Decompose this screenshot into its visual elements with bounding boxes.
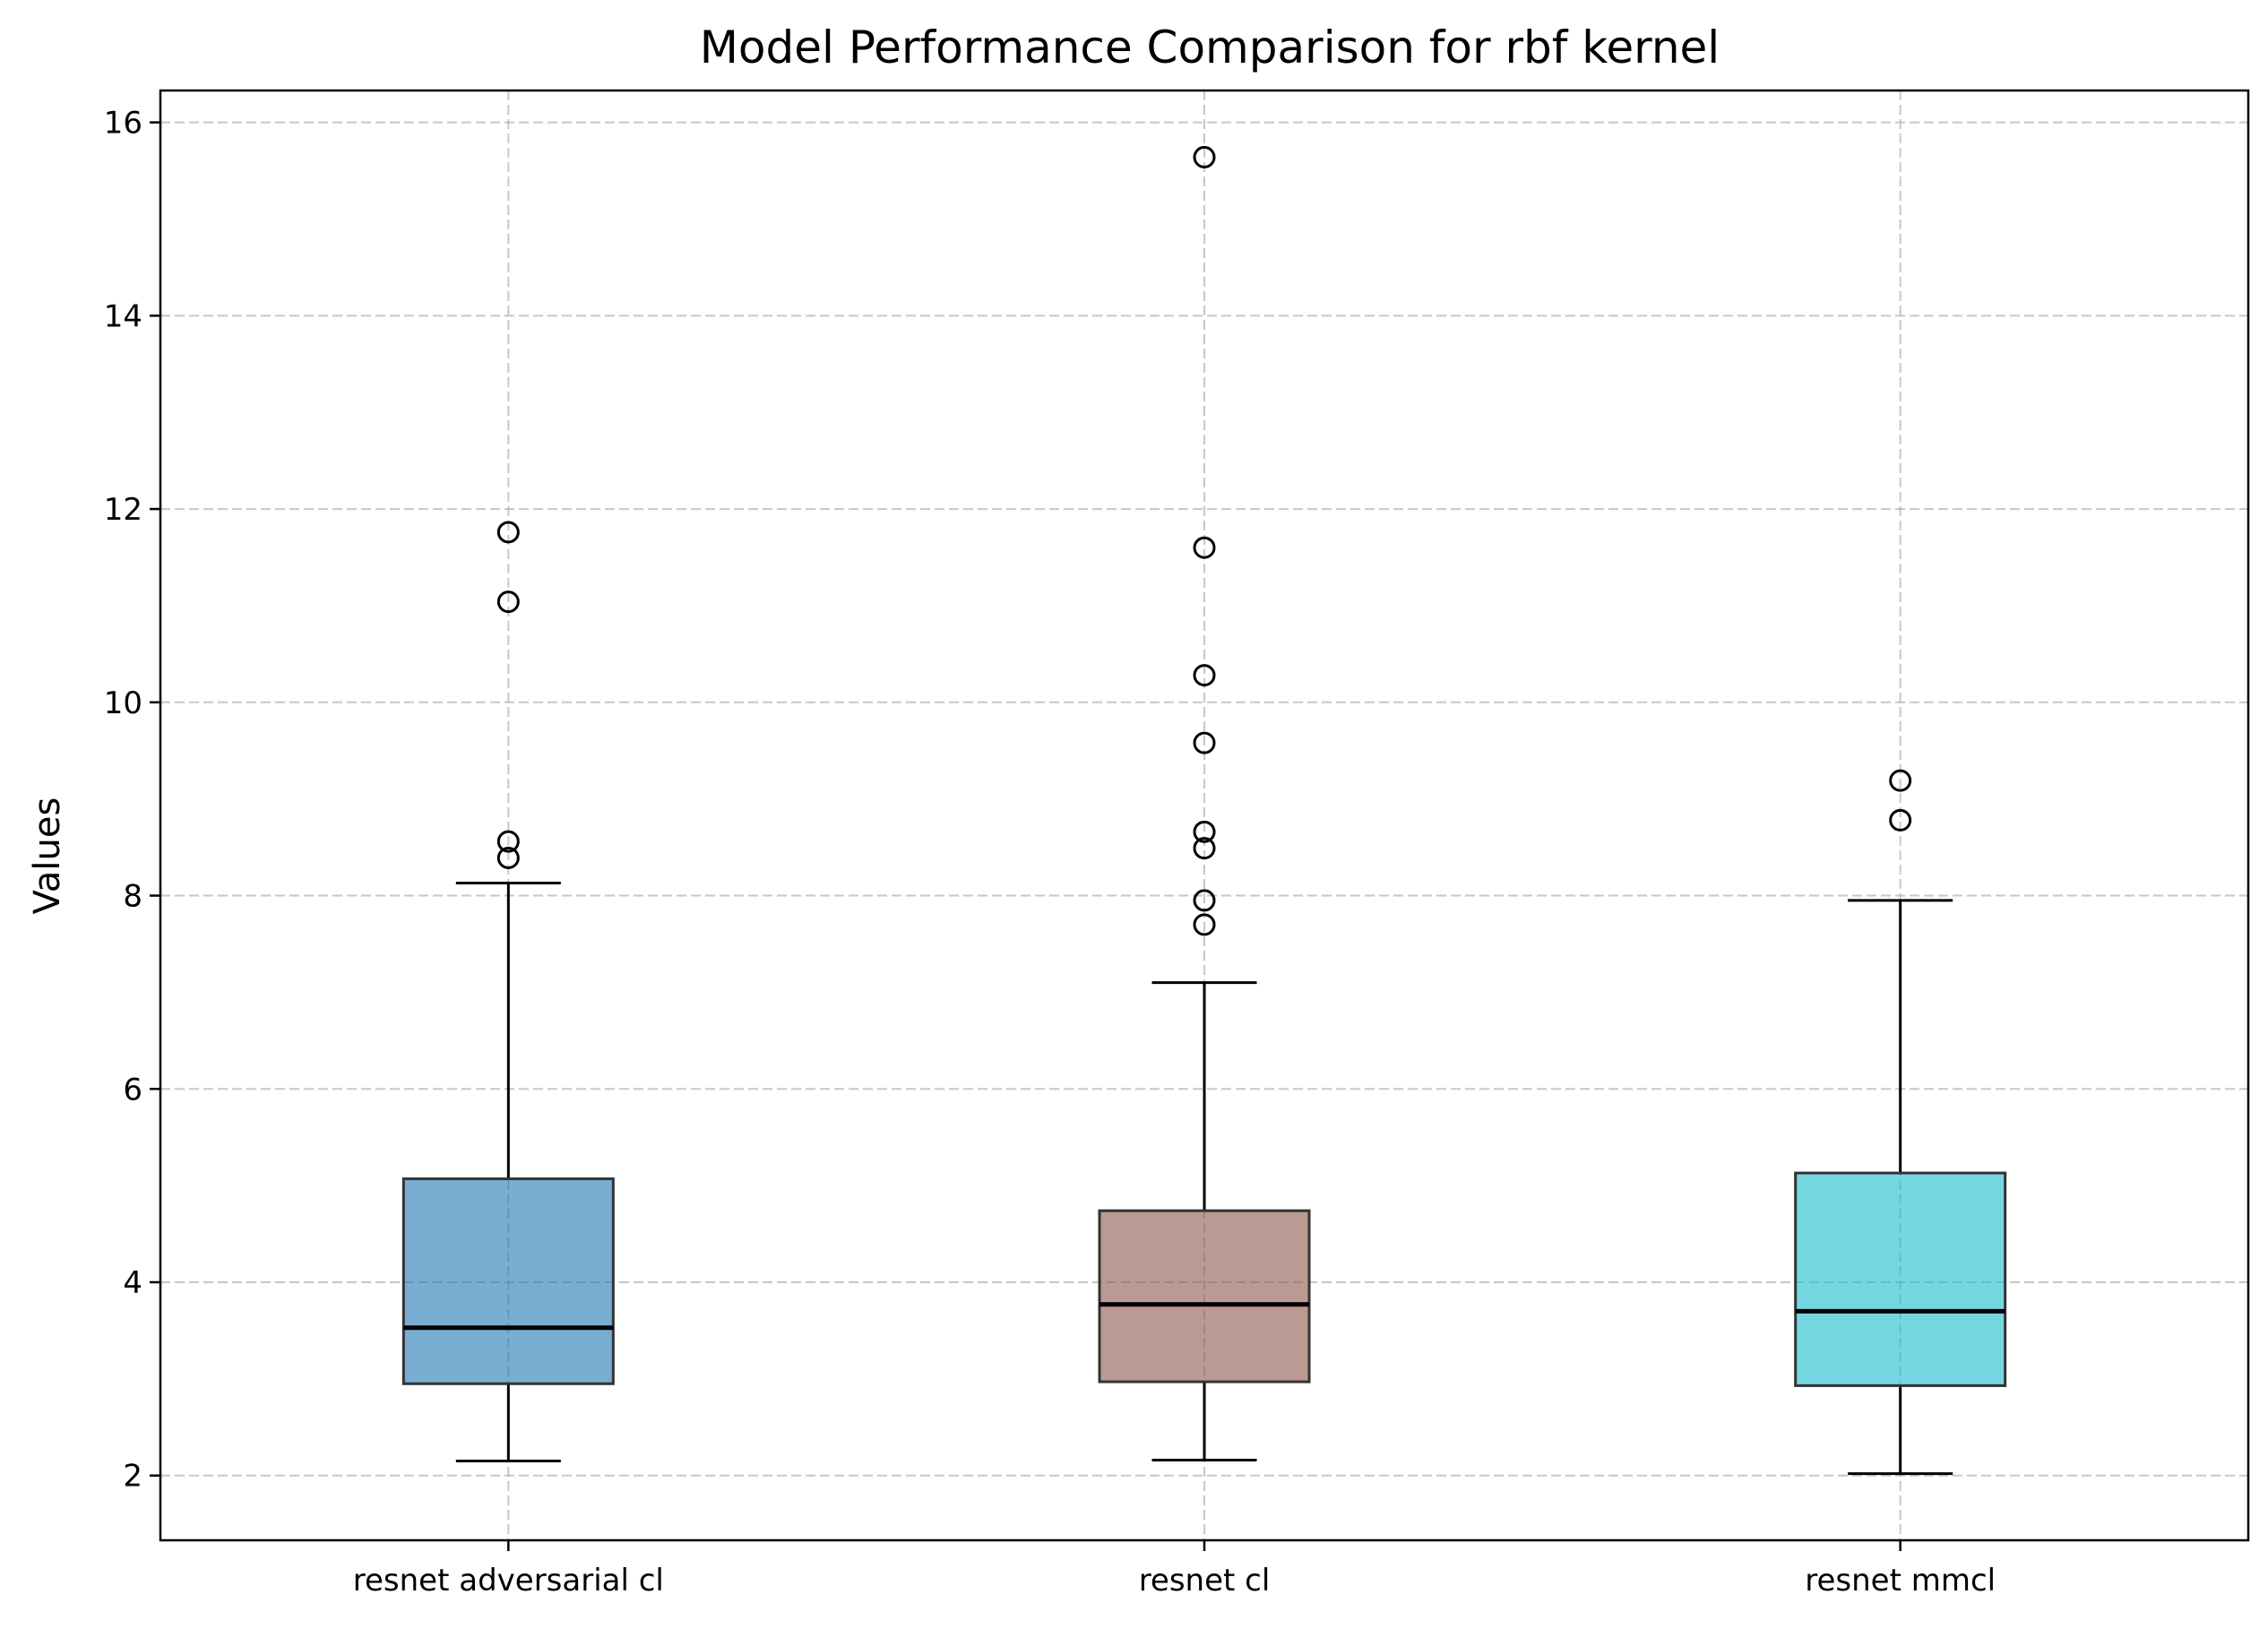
outlier-point xyxy=(496,846,520,869)
outlier-point xyxy=(1193,145,1216,168)
chart-title: Model Performance Comparison for rbf ker… xyxy=(700,22,1720,73)
outlier-point xyxy=(496,830,520,853)
axis-ticks: 2 4 6 8 10 12 14 16 resnet adversarial cl resnet … xyxy=(104,106,1996,1599)
box-group xyxy=(1098,145,1311,1461)
iqr-box xyxy=(401,1177,615,1385)
y-tick-label: 2 xyxy=(123,1459,142,1495)
outlier-point xyxy=(1193,913,1216,936)
box-group xyxy=(401,521,615,1463)
y-tick-label: 8 xyxy=(123,879,142,915)
x-tick-label: resnet cl xyxy=(1139,1563,1271,1599)
x-tick-label: resnet adversarial cl xyxy=(353,1563,664,1599)
outlier-point xyxy=(496,590,520,614)
x-tick-label: resnet mmcl xyxy=(1805,1563,1996,1599)
y-tick-label: 16 xyxy=(104,106,142,142)
outlier-point xyxy=(1193,731,1216,754)
y-tick-label: 10 xyxy=(104,685,142,721)
y-tick-label: 6 xyxy=(123,1072,142,1108)
outlier-point xyxy=(1889,769,1912,792)
outlier-point xyxy=(1193,664,1216,687)
iqr-box xyxy=(1794,1171,2007,1387)
outlier-point xyxy=(1193,889,1216,912)
outlier-point xyxy=(1193,536,1216,559)
outlier-point xyxy=(496,521,520,544)
outlier-point xyxy=(1889,808,1912,832)
y-tick-label: 12 xyxy=(104,492,142,528)
outlier-point xyxy=(1193,820,1216,843)
y-tick-label: 14 xyxy=(104,298,142,334)
box-group xyxy=(1794,769,2007,1476)
iqr-box xyxy=(1098,1209,1311,1383)
boxes xyxy=(401,145,2007,1476)
plot-frame xyxy=(159,89,2250,1542)
outlier-point xyxy=(1193,837,1216,860)
y-tick-label: 4 xyxy=(123,1265,142,1301)
y-axis-label: Values xyxy=(27,797,68,915)
